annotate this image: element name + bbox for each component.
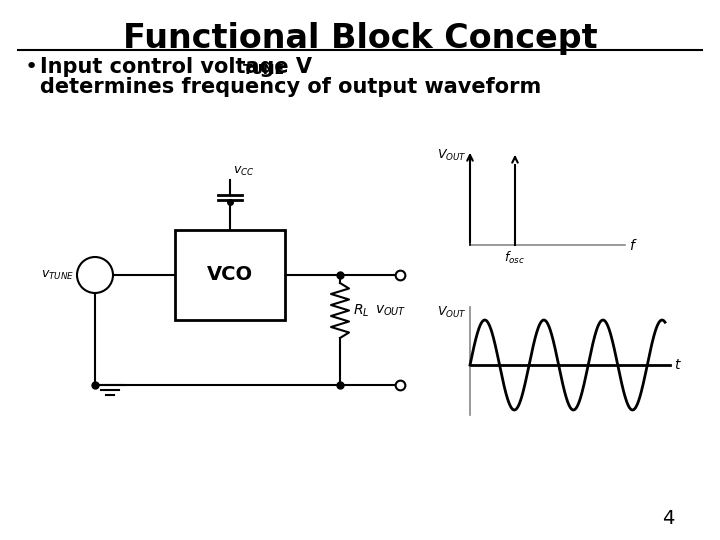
Text: Input control voltage V: Input control voltage V: [40, 57, 312, 77]
Text: $R_L$: $R_L$: [353, 302, 369, 319]
Bar: [175, 230, 285, 320]
Text: $t$: $t$: [674, 358, 682, 372]
Text: $f_{osc}$: $f_{osc}$: [505, 250, 526, 266]
Text: $v_{OUT}$: $v_{OUT}$: [375, 303, 407, 318]
Text: VCO: VCO: [207, 266, 253, 285]
Text: $V_{OUT}$: $V_{OUT}$: [437, 148, 467, 163]
Text: TUNE: TUNE: [243, 63, 285, 77]
Text: $v_{CC}$: $v_{CC}$: [233, 165, 255, 178]
Text: Functional Block Concept: Functional Block Concept: [122, 22, 598, 55]
Text: 4: 4: [662, 509, 674, 528]
Circle shape: [77, 257, 113, 293]
Text: $f$: $f$: [629, 238, 638, 253]
Text: $V_{OUT}$: $V_{OUT}$: [437, 305, 467, 320]
Text: determines frequency of output waveform: determines frequency of output waveform: [40, 77, 541, 97]
Text: $v_{TUNE}$: $v_{TUNE}$: [41, 268, 74, 281]
Text: •: •: [25, 57, 38, 77]
